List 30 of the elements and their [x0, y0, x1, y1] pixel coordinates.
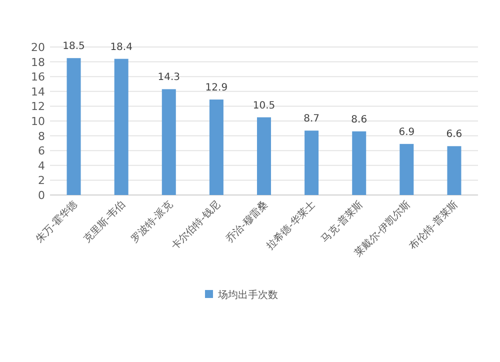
y-tick-label: 4 [38, 159, 45, 172]
y-tick-label: 8 [38, 130, 45, 143]
bar [209, 100, 224, 195]
bar [352, 131, 366, 195]
y-tick-label: 6 [38, 144, 45, 158]
bar [447, 146, 462, 195]
data-label: 8.6 [351, 114, 368, 126]
bar [114, 58, 128, 195]
data-label: 14.3 [158, 72, 180, 84]
y-tick-label: 14 [31, 85, 45, 98]
data-label: 6.6 [446, 129, 462, 140]
x-tick-label: 克里斯-韦伯 [81, 198, 128, 246]
data-label: 18.4 [110, 42, 132, 53]
data-label: 8.7 [304, 114, 320, 125]
data-label: 12.9 [205, 82, 228, 94]
legend-label: 场均出手次数 [217, 289, 278, 301]
y-tick-label: 20 [31, 41, 45, 54]
bar [400, 144, 414, 195]
y-tick-label: 16 [31, 70, 45, 84]
bar [66, 58, 81, 195]
bar [162, 89, 176, 195]
bar [257, 117, 271, 195]
data-label: 10.5 [252, 100, 276, 112]
y-tick-label: 12 [31, 100, 45, 114]
y-tick-label: 2 [38, 174, 45, 188]
y-tick-label: 10 [31, 115, 45, 128]
data-label: 6.9 [398, 126, 415, 138]
y-tick-label: 18 [31, 56, 45, 69]
bar [304, 130, 319, 195]
data-label: 18.5 [62, 41, 85, 52]
